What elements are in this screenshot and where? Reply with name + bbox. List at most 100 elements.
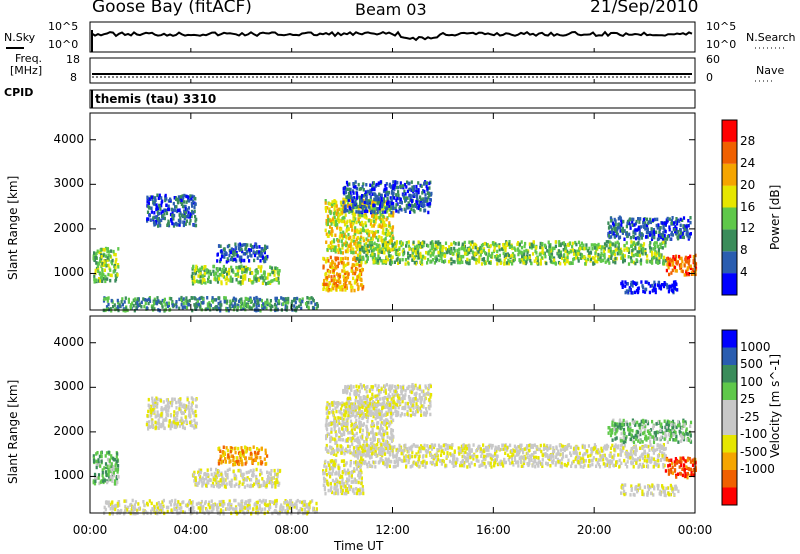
data-cell: [237, 459, 240, 464]
data-cell: [111, 479, 114, 483]
data-cell: [268, 471, 271, 475]
data-cell: [278, 511, 281, 516]
data-cell: [124, 504, 127, 509]
data-cell: [191, 424, 194, 428]
data-cell: [602, 258, 605, 263]
data-cell: [357, 241, 360, 245]
data-cell: [240, 472, 243, 477]
data-cell: [245, 460, 248, 464]
data-cell: [309, 500, 312, 504]
data-cell: [382, 197, 386, 201]
data-cell: [237, 243, 240, 247]
data-cell: [153, 410, 156, 414]
data-cell: [564, 256, 567, 261]
data-cell: [358, 215, 362, 219]
data-cell: [423, 209, 426, 213]
data-cell: [535, 246, 538, 250]
data-cell: [644, 221, 647, 225]
data-cell: [419, 260, 422, 264]
data-cell: [689, 254, 692, 259]
data-cell: [520, 250, 523, 255]
data-cell: [385, 255, 388, 259]
data-cell: [94, 268, 97, 273]
data-cell: [299, 302, 302, 306]
data-cell: [266, 454, 269, 458]
data-cell: [214, 478, 217, 482]
data-cell: [667, 266, 670, 270]
data-cell: [148, 405, 151, 410]
data-cell: [115, 257, 118, 262]
data-cell: [422, 197, 425, 201]
data-cell: [241, 249, 244, 254]
data-cell: [266, 300, 269, 304]
data-cell: [345, 470, 348, 475]
data-cell: [345, 487, 349, 491]
data-cell: [389, 226, 392, 230]
data-cell: [334, 233, 337, 237]
data-cell: [593, 257, 596, 261]
data-cell: [169, 426, 172, 431]
data-cell: [380, 416, 383, 421]
data-cell: [416, 202, 419, 206]
data-cell: [610, 256, 613, 260]
data-cell: [512, 254, 515, 259]
data-cell: [359, 237, 362, 241]
data-cell: [340, 459, 343, 463]
data-cell: [633, 290, 636, 295]
data-cell: [342, 230, 345, 235]
data-cell: [664, 259, 667, 263]
data-cell: [194, 306, 197, 311]
data-cell: [620, 223, 623, 228]
data-cell: [255, 308, 258, 313]
data-cell: [657, 280, 660, 285]
data-cell: [364, 192, 367, 197]
data-cell: [372, 253, 375, 257]
data-cell: [159, 301, 163, 305]
data-cell: [671, 233, 674, 237]
data-cell: [271, 279, 274, 283]
data-cell: [112, 456, 115, 461]
data-cell: [668, 284, 671, 289]
data-cell: [253, 258, 256, 263]
data-cell: [388, 221, 391, 225]
data-cell: [313, 510, 317, 514]
data-cell: [539, 241, 542, 246]
data-cell: [673, 227, 676, 232]
data-cell: [225, 260, 228, 264]
data-cell: [344, 256, 347, 260]
data-cell: [349, 187, 352, 192]
data-cell: [97, 461, 100, 465]
data-cell: [352, 257, 355, 261]
data-cell: [107, 500, 110, 504]
data-cell: [444, 241, 448, 245]
data-cell: [217, 462, 220, 466]
data-cell: [571, 261, 574, 265]
data-cell: [94, 476, 97, 480]
data-cell: [374, 247, 377, 251]
data-cell: [171, 510, 174, 514]
data-cell: [322, 287, 325, 291]
data-cell: [151, 306, 154, 310]
data-cell: [399, 181, 402, 185]
data-cell: [404, 209, 407, 213]
data-cell: [694, 272, 697, 277]
data-cell: [345, 286, 348, 290]
data-cell: [253, 482, 256, 486]
data-cell: [605, 243, 608, 248]
data-cell: [442, 245, 445, 249]
data-cell: [203, 278, 206, 282]
data-cell: [124, 509, 127, 513]
data-cell: [505, 241, 508, 245]
data-cell: [255, 245, 258, 249]
data-cell: [362, 285, 365, 289]
data-cell: [620, 256, 623, 260]
data-cell: [554, 244, 557, 249]
data-cell: [411, 185, 414, 190]
data-cell: [98, 454, 101, 459]
data-cell: [356, 204, 359, 209]
data-cell: [482, 242, 485, 247]
data-cell: [186, 299, 189, 304]
data-cell: [674, 280, 677, 284]
data-cell: [657, 283, 660, 288]
data-cell: [463, 244, 466, 249]
